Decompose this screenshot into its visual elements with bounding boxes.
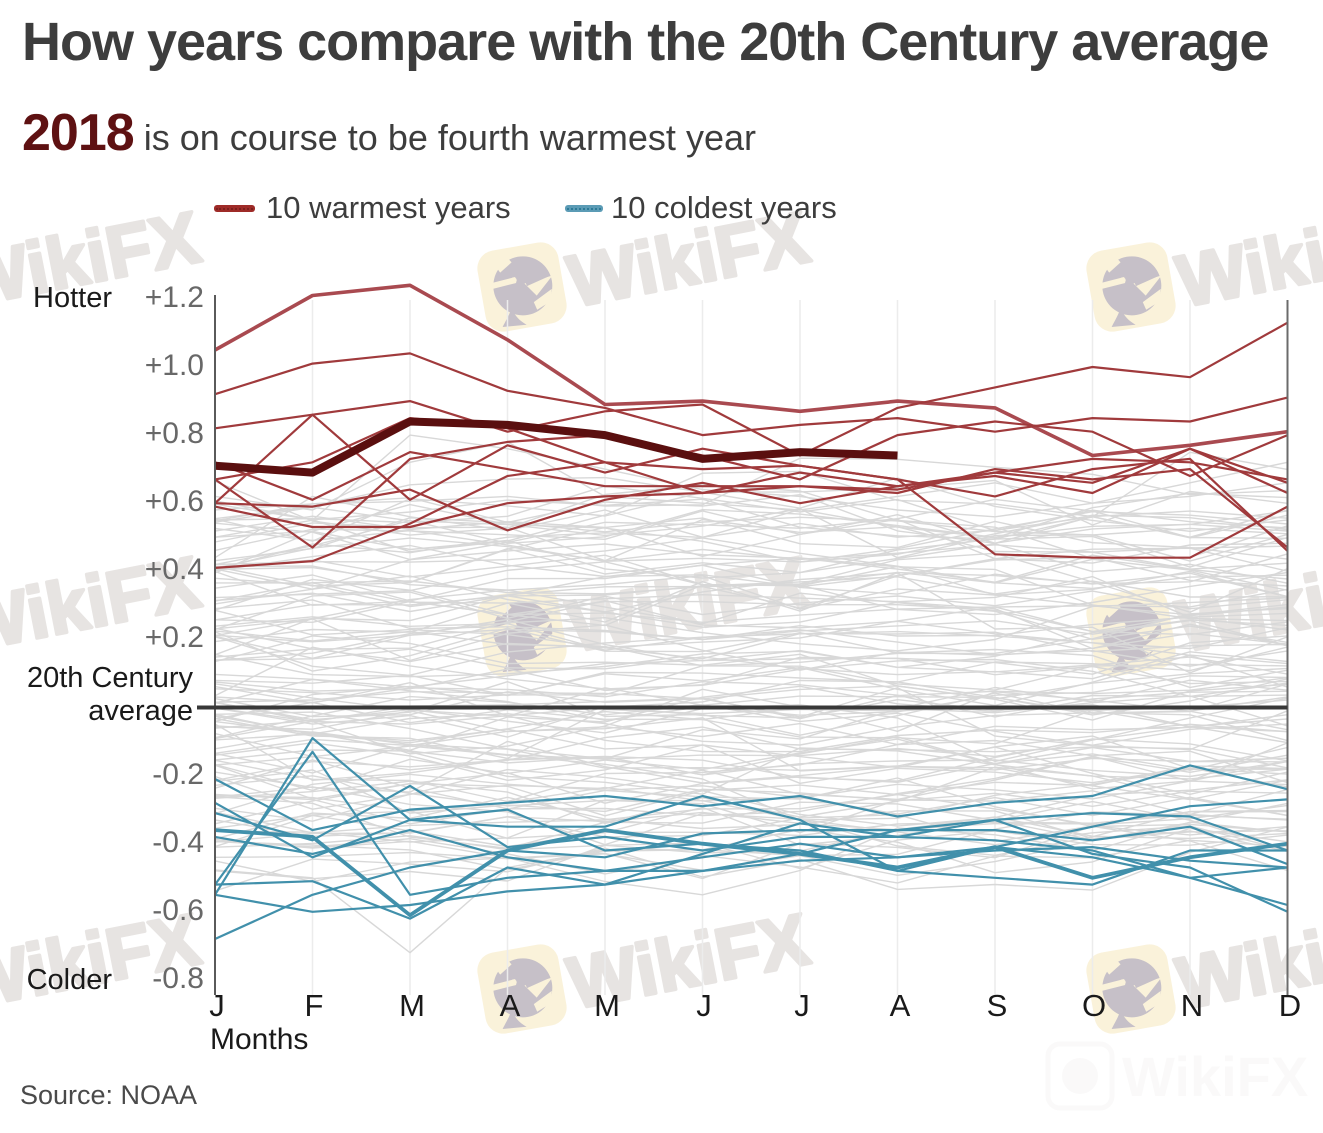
svg-text:WikiFX: WikiFX bbox=[1171, 197, 1323, 323]
svg-text:WikiFX: WikiFX bbox=[1122, 1045, 1308, 1108]
